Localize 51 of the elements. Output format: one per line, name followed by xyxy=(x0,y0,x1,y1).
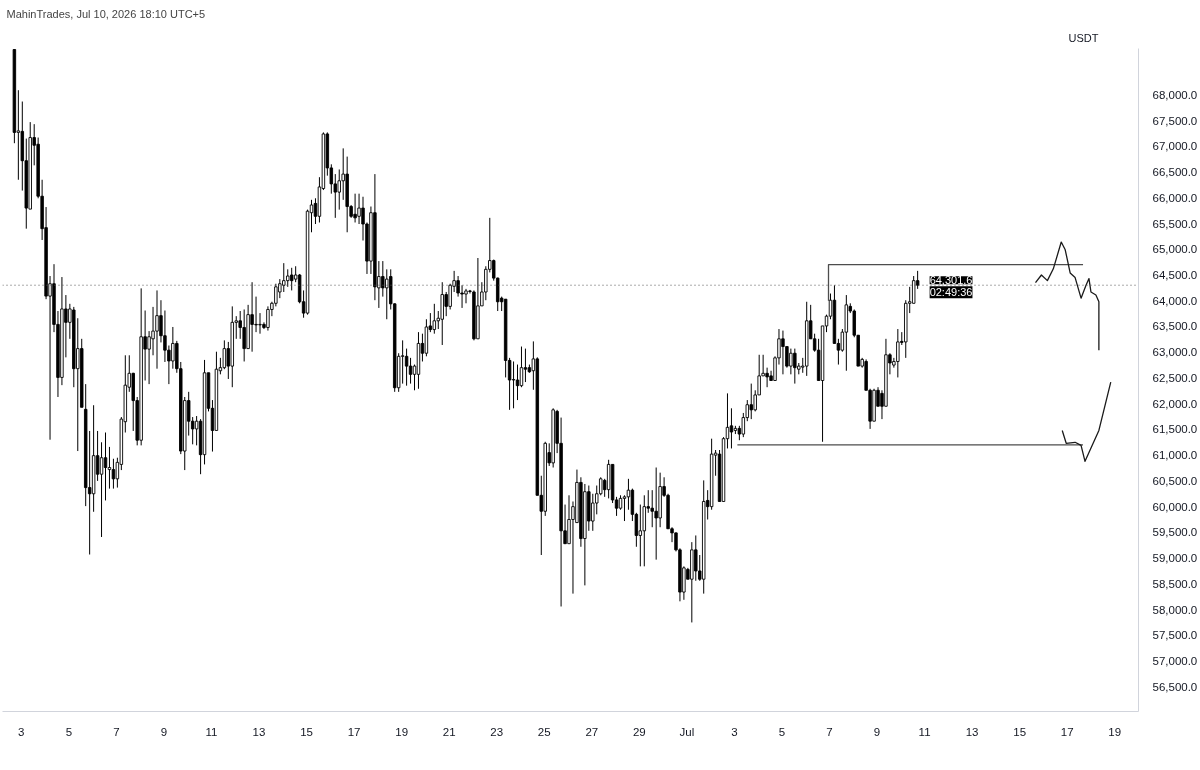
x-tick-label: 17 xyxy=(1060,725,1074,738)
x-tick-label: 21 xyxy=(442,725,456,738)
y-tick-label: 64,500.0 xyxy=(1152,268,1198,281)
x-tick-label: 9 xyxy=(873,725,881,738)
x-tick-label: 27 xyxy=(585,725,599,738)
x-tick-label: 23 xyxy=(490,725,504,738)
x-tick-label: 29 xyxy=(632,725,646,738)
x-tick-label: 3 xyxy=(731,725,738,738)
x-tick-label: 5 xyxy=(65,725,73,738)
y-tick-label: 65,000.0 xyxy=(1152,243,1198,256)
text: MahinTrades, Jul 10, 2026 18:10 UTC+5 xyxy=(6,7,206,20)
y-tick-label: 66,000.0 xyxy=(1152,191,1198,204)
y-tick-label: 68,000.0 xyxy=(1152,88,1198,101)
y-tick-label: 61,000.0 xyxy=(1152,449,1198,462)
y-tick-label: 66,500.0 xyxy=(1152,166,1198,179)
ref-line-label: 64,301.6 02:49:36 xyxy=(929,274,973,299)
x-tick-label: 17 xyxy=(347,725,361,738)
x-tick-label: 11 xyxy=(918,725,931,738)
y-tick-label: 63,000.0 xyxy=(1152,346,1198,359)
y-tick-label: 67,500.0 xyxy=(1152,114,1198,127)
y-tick-label: 67,000.0 xyxy=(1152,140,1198,153)
y-tick-label: 57,500.0 xyxy=(1152,629,1198,642)
y-tick-label: 64,000.0 xyxy=(1152,294,1198,307)
y-tick-label: 59,000.0 xyxy=(1152,552,1198,565)
y-tick-label: 60,000.0 xyxy=(1152,500,1198,513)
y-axis-title: USDT xyxy=(1068,31,1099,44)
x-tick-label: 13 xyxy=(252,725,266,738)
x-tick-label: 13 xyxy=(965,725,979,738)
y-tick-label: 58,500.0 xyxy=(1152,577,1198,590)
x-tick-label: 11 xyxy=(205,725,218,738)
y-tick-label: 63,500.0 xyxy=(1152,320,1198,333)
y-tick-label: 60,500.0 xyxy=(1152,474,1198,487)
x-tick-label: 7 xyxy=(826,725,833,738)
x-tick-label: 19 xyxy=(395,725,409,738)
y-tick-label: 58,000.0 xyxy=(1152,603,1198,616)
x-tick-label: 15 xyxy=(1013,725,1027,738)
x-tick-label: 5 xyxy=(778,725,786,738)
y-tick-label: 57,000.0 xyxy=(1152,655,1198,668)
y-tick-label: 62,500.0 xyxy=(1152,371,1198,384)
x-tick-label: 19 xyxy=(1108,725,1122,738)
y-tick-label: 65,500.0 xyxy=(1152,217,1198,230)
y-tick-label: 61,500.0 xyxy=(1152,423,1198,436)
x-tick-label: 9 xyxy=(160,725,168,738)
x-tick-label: 3 xyxy=(18,725,25,738)
x-tick-label: 25 xyxy=(537,725,551,738)
x-tick-label: 15 xyxy=(300,725,313,738)
y-tick-label: 62,000.0 xyxy=(1152,397,1198,410)
y-tick-label: 59,500.0 xyxy=(1152,526,1198,539)
x-tick-label: 7 xyxy=(113,725,120,738)
x-tick-label: Jul xyxy=(679,725,695,738)
y-tick-label: 56,500.0 xyxy=(1152,680,1198,693)
